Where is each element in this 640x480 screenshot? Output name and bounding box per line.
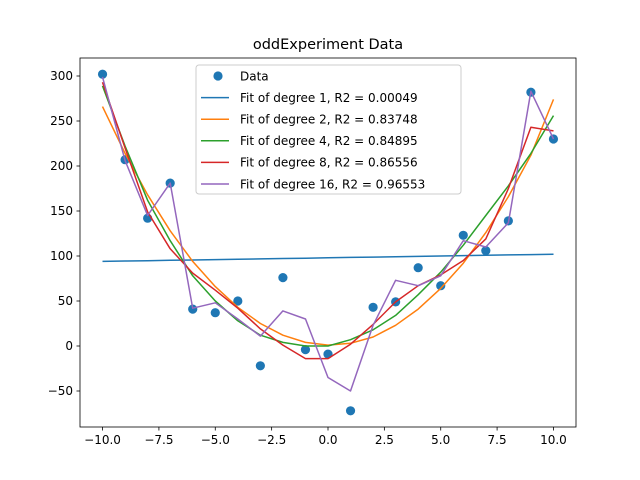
fit-line-degree-2 — [101, 85, 555, 347]
x-tick-label: −10.0 — [84, 433, 121, 447]
data-point — [233, 296, 243, 306]
legend-label-0: Fit of degree 1, R2 = 0.00049 — [240, 91, 418, 105]
x-tick-label: −5.0 — [201, 433, 230, 447]
axes-frame — [79, 57, 577, 428]
y-tick-label: 0 — [65, 339, 73, 353]
data-point — [345, 406, 356, 416]
fit-line-degree-3 — [101, 82, 554, 360]
data-point — [413, 263, 423, 273]
data-point — [255, 361, 265, 371]
legend-label-1: Fit of degree 2, R2 = 0.83748 — [240, 113, 418, 127]
chart-title: oddExperiment Data — [253, 37, 403, 53]
y-tick-label: 150 — [50, 204, 73, 218]
fit-line-degree-4 — [101, 76, 555, 392]
y-tick-label: −50 — [48, 384, 73, 398]
x-tick-label: −7.5 — [144, 433, 173, 447]
x-tick-label: −2.5 — [257, 433, 286, 447]
fit-line-degree-1 — [101, 99, 555, 346]
x-tick-label: 2.5 — [375, 433, 394, 447]
data-point — [278, 273, 288, 283]
y-tick-label: 300 — [50, 69, 73, 83]
data-point — [300, 345, 311, 355]
data-point — [97, 69, 108, 79]
legend: Data Fit of degree 1, R2 = 0.00049 Fit of … — [195, 64, 462, 195]
data-point — [368, 302, 378, 312]
y-tick-label: 200 — [50, 159, 73, 173]
y-axis: −50 0 50 100 150 200 250 300 — [48, 69, 80, 398]
data-point — [458, 230, 468, 240]
x-axis: −10.0 −7.5 −5.0 −2.5 0.0 2.5 5.0 7.5 10.0 — [84, 427, 567, 447]
legend-marker-data — [213, 71, 223, 81]
data-point — [481, 246, 491, 256]
y-tick-label: 50 — [58, 294, 73, 308]
legend-label-2: Fit of degree 4, R2 = 0.84895 — [240, 134, 418, 148]
data-point — [436, 281, 446, 291]
legend-label-3: Fit of degree 8, R2 = 0.86556 — [240, 156, 418, 170]
plot-area — [97, 69, 559, 416]
fit-line-degree-0 — [102, 253, 554, 263]
x-tick-label: 0.0 — [318, 433, 337, 447]
legend-box — [195, 64, 462, 195]
data-point — [210, 308, 220, 318]
legend-label-4: Fit of degree 16, R2 = 0.96553 — [240, 177, 425, 191]
legend-label-data: Data — [240, 69, 269, 83]
y-tick-label: 250 — [50, 114, 73, 128]
x-tick-label: 7.5 — [488, 433, 507, 447]
y-tick-label: 100 — [50, 249, 73, 263]
x-tick-label: 10.0 — [540, 433, 567, 447]
data-point — [188, 304, 198, 314]
x-tick-label: 5.0 — [431, 433, 450, 447]
